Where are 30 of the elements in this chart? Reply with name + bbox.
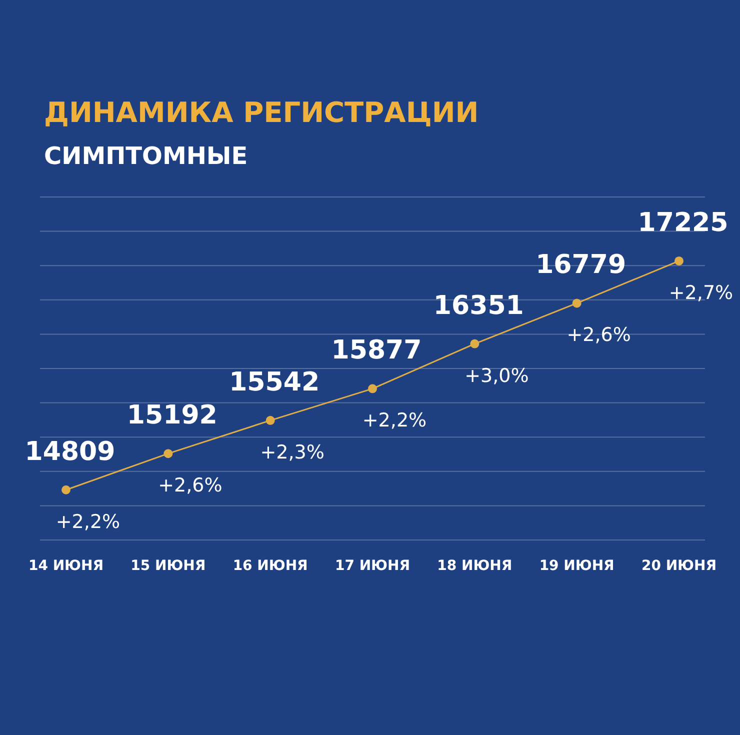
data-label: 14809 bbox=[24, 436, 116, 467]
annotation: +2,2% bbox=[56, 510, 120, 533]
data-label: 15192 bbox=[126, 400, 218, 431]
chart-title: ДИНАМИКА РЕГИСТРАЦИИ bbox=[44, 96, 479, 129]
point bbox=[470, 339, 480, 348]
annotation: +2,2% bbox=[362, 410, 427, 432]
point bbox=[368, 384, 377, 394]
x-tick-label: 20 ИЮНЯ bbox=[641, 558, 717, 574]
chart-subtitle: СИМПТОМНЫЕ bbox=[44, 142, 248, 170]
data-label: 15542 bbox=[229, 367, 320, 398]
point bbox=[62, 485, 70, 494]
point bbox=[164, 449, 173, 458]
data-label: 16351 bbox=[433, 290, 524, 321]
point bbox=[674, 256, 684, 266]
annotation: +3,0% bbox=[464, 364, 529, 387]
x-tick-label: 14 ИЮНЯ bbox=[28, 558, 104, 574]
x-tick-label: 17 ИЮНЯ bbox=[334, 558, 410, 574]
annotation: +2,7% bbox=[668, 282, 734, 304]
point bbox=[266, 416, 275, 425]
x-tick-label: 19 ИЮНЯ bbox=[539, 558, 614, 574]
data-label: 15877 bbox=[331, 336, 422, 366]
x-tick-label: 16 ИЮНЯ bbox=[232, 558, 308, 574]
annotation: +2,3% bbox=[260, 441, 324, 464]
annotation: +2,6% bbox=[566, 324, 631, 346]
x-tick-label: 18 ИЮНЯ bbox=[437, 558, 512, 574]
point bbox=[572, 298, 582, 308]
data-label: 16779 bbox=[536, 250, 626, 280]
annotation: +2,6% bbox=[158, 474, 222, 497]
x-tick-label: 15 ИЮНЯ bbox=[130, 558, 206, 574]
data-label: 17225 bbox=[638, 208, 728, 238]
